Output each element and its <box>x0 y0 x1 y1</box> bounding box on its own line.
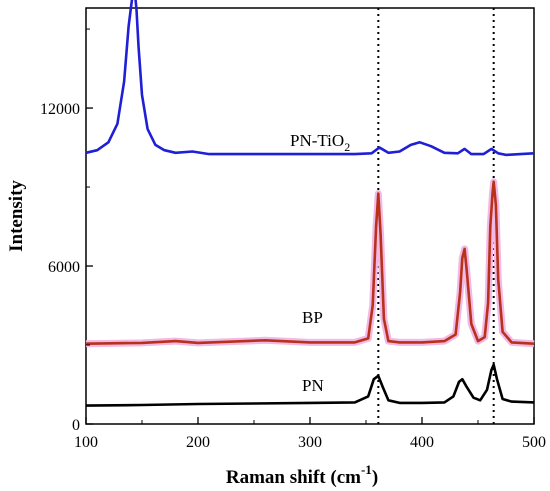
x-axis-title: Raman shift (cm-1) <box>226 462 378 488</box>
series-label-subscript: 2 <box>344 140 350 154</box>
x-axis: 100 200 300 400 500 <box>74 417 546 451</box>
reference-lines <box>377 8 495 424</box>
x-tick-label: 200 <box>186 434 210 451</box>
x-axis-title-close: ) <box>372 467 378 488</box>
y-tick-label: 12000 <box>40 101 80 118</box>
x-axis-title-superscript: -1 <box>361 462 372 477</box>
x-tick-label: 100 <box>74 434 98 451</box>
series-layer <box>85 0 535 407</box>
series-label-pn: PN <box>302 376 324 395</box>
y-tick-label: 0 <box>72 417 80 434</box>
plot-area <box>85 7 535 425</box>
series-labels: PN-TiO2 BP PN <box>290 131 350 395</box>
y-axis: 0 6000 12000 <box>40 28 93 434</box>
series-line-pn <box>85 363 535 407</box>
series-label-bp: BP <box>302 308 323 327</box>
x-tick-label: 400 <box>410 434 434 451</box>
y-axis-title: Intensity <box>6 180 27 252</box>
series-line-bp <box>85 180 535 345</box>
y-tick-label: 6000 <box>48 259 80 276</box>
plot-frame <box>85 7 535 425</box>
x-tick-label: 500 <box>522 434 546 451</box>
series-line-pn-tio <box>85 0 535 157</box>
x-tick-label: 300 <box>298 434 322 451</box>
series-label-pn-tio: PN-TiO2 <box>290 131 350 154</box>
